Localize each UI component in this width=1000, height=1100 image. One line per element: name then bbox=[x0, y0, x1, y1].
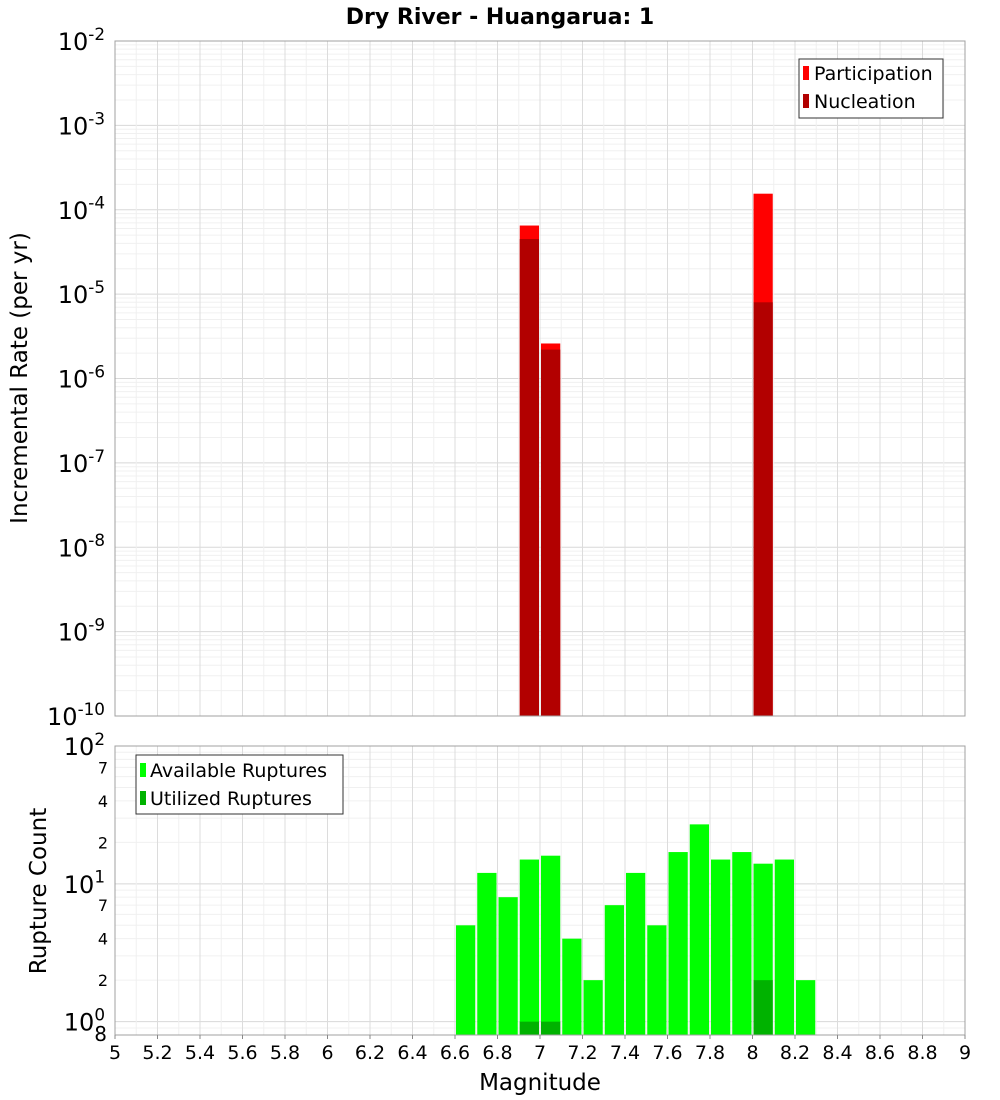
available-ruptures-bar bbox=[774, 859, 794, 1035]
x-tick-label: 5.8 bbox=[270, 1042, 300, 1064]
rate-y-tick-label: 10-10 bbox=[47, 699, 105, 731]
x-tick-label: 8 bbox=[746, 1042, 758, 1064]
top-y-axis-label: Incremental Rate (per yr) bbox=[7, 232, 33, 524]
available-ruptures-bar bbox=[689, 824, 709, 1035]
available-ruptures-bar bbox=[519, 859, 539, 1035]
available-ruptures-bar bbox=[668, 852, 688, 1035]
available-ruptures-bar bbox=[498, 897, 518, 1035]
nucleation-bar bbox=[519, 239, 539, 716]
rate-legend-box bbox=[798, 58, 944, 119]
rate-legend-label: Participation bbox=[814, 63, 933, 85]
count-y-minor-tick-label: 7 bbox=[98, 758, 108, 777]
available-ruptures-bar bbox=[562, 938, 582, 1035]
x-tick-label: 9 bbox=[959, 1042, 971, 1064]
rate-y-tick-label: 10-2 bbox=[58, 24, 105, 56]
x-tick-label: 8.6 bbox=[865, 1042, 895, 1064]
utilized-ruptures-bar bbox=[541, 1021, 561, 1035]
x-tick-label: 5 bbox=[109, 1042, 121, 1064]
rate-y-tick-label: 10-4 bbox=[58, 193, 105, 225]
rate-plot: 10-2 10-3 10-4 10-5 10-6 10-7 10-8 10-9 10-10 Par… bbox=[47, 24, 966, 731]
rate-legend-label: Nucleation bbox=[814, 91, 916, 113]
count-y-minor-tick-label: 2 bbox=[98, 833, 108, 852]
rate-y-tick-label: 10-8 bbox=[58, 530, 105, 562]
count-y-minor-tick-label: 7 bbox=[98, 896, 108, 915]
rate-legend-swatch bbox=[803, 94, 809, 108]
count-legend-swatch bbox=[140, 763, 146, 777]
count-y-minor-tick-label: 2 bbox=[98, 971, 108, 990]
x-tick-label: 6.6 bbox=[440, 1042, 470, 1064]
x-tick-label: 7.4 bbox=[610, 1042, 640, 1064]
available-ruptures-bar bbox=[477, 872, 497, 1035]
x-tick-label: 5.2 bbox=[142, 1042, 172, 1064]
x-tick-label: 6.4 bbox=[397, 1042, 427, 1064]
x-tick-label: 7.8 bbox=[695, 1042, 725, 1064]
x-tick-label: 8.2 bbox=[780, 1042, 810, 1064]
x-tick-label: 5.6 bbox=[227, 1042, 257, 1064]
x-tick-label: 8.8 bbox=[907, 1042, 937, 1064]
count-legend: Available Ruptures Utilized Ruptures bbox=[135, 754, 344, 815]
count-legend-label: Available Ruptures bbox=[150, 760, 327, 782]
available-ruptures-bar bbox=[796, 980, 816, 1035]
count-legend-box bbox=[135, 754, 344, 815]
count-legend-label: Utilized Ruptures bbox=[150, 788, 312, 810]
available-ruptures-bar bbox=[647, 925, 667, 1035]
count-y-major-tick-label: 101 bbox=[64, 867, 105, 899]
rate-y-tick-label: 10-7 bbox=[58, 446, 105, 478]
rate-y-tick-label: 10-6 bbox=[58, 361, 105, 393]
x-axis-label: Magnitude bbox=[479, 1070, 601, 1096]
available-ruptures-bar bbox=[604, 905, 624, 1035]
x-tick-label: 7 bbox=[534, 1042, 546, 1064]
nucleation-bar bbox=[541, 349, 561, 716]
count-y-major-tick-label: 102 bbox=[64, 729, 105, 761]
rate-y-tick-label: 10-3 bbox=[58, 108, 105, 140]
rate-legend: Participation Nucleation bbox=[798, 58, 944, 119]
x-tick-label: 7.6 bbox=[652, 1042, 682, 1064]
available-ruptures-bar bbox=[541, 855, 561, 1035]
rate-y-tick-label: 10-9 bbox=[58, 615, 105, 647]
rate-y-tick-label: 10-5 bbox=[58, 277, 105, 309]
available-ruptures-bar bbox=[626, 872, 646, 1035]
chart-title: Dry River - Huangarua: 1 bbox=[346, 5, 654, 30]
count-y-minor-tick-label: 8 bbox=[94, 1022, 107, 1046]
x-tick-label: 7.2 bbox=[567, 1042, 597, 1064]
x-tick-label: 8.4 bbox=[822, 1042, 852, 1064]
bottom-y-axis-label: Rupture Count bbox=[26, 808, 52, 974]
available-ruptures-bar bbox=[732, 852, 752, 1035]
x-tick-label: 6 bbox=[321, 1042, 333, 1064]
nucleation-bar bbox=[753, 302, 773, 716]
utilized-ruptures-bar bbox=[519, 1021, 539, 1035]
available-ruptures-bar bbox=[456, 925, 476, 1035]
x-tick-label: 6.2 bbox=[355, 1042, 385, 1064]
count-y-minor-tick-label: 4 bbox=[98, 930, 108, 949]
x-tick-label: 6.8 bbox=[482, 1042, 512, 1064]
count-y-minor-tick-label: 4 bbox=[98, 792, 108, 811]
utilized-ruptures-bar bbox=[753, 980, 773, 1035]
rate-plot-frame bbox=[114, 40, 966, 717]
available-ruptures-bar bbox=[583, 980, 603, 1035]
count-legend-swatch bbox=[140, 791, 146, 805]
x-tick-label: 5.4 bbox=[185, 1042, 215, 1064]
rate-legend-swatch bbox=[803, 66, 809, 80]
available-ruptures-bar bbox=[711, 859, 731, 1035]
count-y-major-tick-label: 100 bbox=[64, 1005, 105, 1037]
